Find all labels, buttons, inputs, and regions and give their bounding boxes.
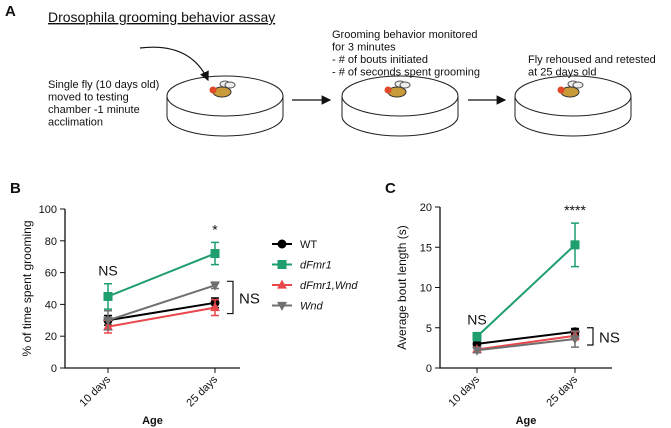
series-line	[107, 284, 216, 322]
point	[472, 339, 482, 349]
step-text: acclimation	[48, 117, 103, 129]
annotation: NS	[239, 290, 260, 307]
legend-label: dFmr1	[300, 260, 332, 272]
bracket	[587, 327, 594, 346]
point	[210, 281, 220, 291]
legend-label: Wnd	[300, 301, 324, 313]
panel-label: C	[385, 180, 396, 197]
step-text: Fly rehoused and retested	[528, 54, 656, 66]
step-text: moved to testing	[48, 92, 129, 104]
legend-marker	[277, 260, 287, 269]
x-tick-label: 10 days	[446, 373, 482, 409]
legend-label: WT	[300, 239, 317, 251]
y-tick-label: 20	[45, 331, 57, 343]
point	[210, 249, 220, 259]
panel-label: B	[10, 180, 21, 197]
y-tick-label: 20	[420, 202, 432, 214]
point	[103, 316, 113, 326]
assay-title: Drosophila grooming behavior assay	[48, 9, 275, 25]
panel-label: A	[5, 3, 16, 20]
legend-marker	[277, 301, 287, 311]
y-tick-label: 10	[420, 283, 432, 295]
step-text: chamber -1 minute	[48, 104, 140, 116]
legend-marker	[277, 239, 287, 249]
x-axis-title: Age	[142, 415, 163, 427]
annotation: ****	[564, 202, 586, 218]
step-text: - # of bouts initiated	[332, 54, 428, 66]
y-axis-title: % of time spent grooming	[20, 220, 34, 356]
annotation: NS	[98, 263, 117, 279]
y-tick-label: 0	[51, 363, 57, 375]
point	[103, 291, 113, 301]
step-text: Single fly (10 days old)	[48, 79, 159, 91]
arrow	[139, 46, 209, 82]
point	[570, 240, 580, 250]
x-axis-title: Age	[516, 415, 537, 427]
series-line	[107, 301, 216, 322]
point	[472, 332, 482, 342]
series-line	[476, 330, 576, 345]
series-line	[476, 244, 576, 338]
step-texts: Single fly (10 days old)moved to testing…	[48, 29, 656, 129]
series-line	[476, 338, 576, 352]
annotation: NS	[467, 312, 486, 328]
step-text: Grooming behavior monitored	[332, 29, 478, 41]
y-tick-label: 40	[45, 299, 57, 311]
flies	[209, 80, 584, 98]
x-tick-label: 10 days	[77, 373, 113, 409]
step-text: at 25 days old	[528, 67, 597, 79]
step-text: - # of seconds spent grooming	[332, 67, 480, 79]
legend-label: dFmr1,Wnd	[300, 280, 358, 292]
annotation: NS	[599, 329, 620, 346]
point	[472, 346, 482, 356]
x-tick-label: 25 days	[544, 373, 580, 409]
y-tick-label: 60	[45, 268, 57, 280]
y-tick-label: 100	[39, 204, 57, 216]
series-line	[107, 306, 216, 328]
point	[570, 335, 580, 345]
series-line	[476, 334, 576, 351]
y-tick-label: 80	[45, 236, 57, 248]
y-tick-label: 0	[426, 363, 432, 375]
annotation: *	[212, 221, 218, 237]
bracket	[227, 280, 234, 315]
point	[210, 302, 220, 312]
y-tick-label: 5	[426, 323, 432, 335]
y-axis-title: Average bout length (s)	[395, 225, 409, 350]
step-text: for 3 minutes	[332, 42, 396, 54]
y-tick-label: 15	[420, 242, 432, 254]
series-line	[107, 252, 216, 298]
x-tick-label: 25 days	[184, 373, 220, 409]
legend-marker	[277, 279, 287, 289]
